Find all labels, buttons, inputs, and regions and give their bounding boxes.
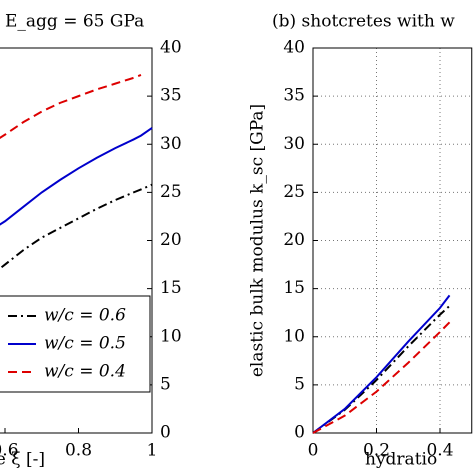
series-line (312, 294, 451, 434)
x-tick-label: 0.4 (426, 441, 453, 461)
chart-title: E_agg = 65 GPa (5, 12, 144, 32)
series-line (0, 183, 153, 270)
y-tick-label: 20 (283, 230, 305, 250)
y-tick-label: 5 (160, 374, 171, 394)
x-tick-label: 0 (308, 441, 319, 461)
y-tick-label: 10 (160, 326, 182, 346)
y-axis-label: elastic bulk modulus k_sc [GPa] (248, 104, 268, 377)
y-tick-label: 5 (294, 374, 305, 394)
y-tick-label: 30 (283, 134, 305, 154)
y-tick-label: 25 (283, 182, 305, 202)
chart-title: (b) shotcretes with w (272, 12, 455, 32)
y-tick-label: 35 (283, 86, 305, 106)
series-line (0, 127, 153, 226)
y-tick-label: 35 (160, 86, 182, 106)
y-tick-label: 15 (160, 278, 182, 298)
y-tick-label: 15 (283, 278, 305, 298)
legend-label: w/c = 0.6 (44, 306, 126, 326)
y-tick-label: 10 (283, 326, 305, 346)
y-tick-label: 20 (160, 230, 182, 250)
x-tick-label: 0.8 (65, 441, 92, 461)
x-axis-label: hydratio (365, 450, 437, 470)
y-tick-label: 30 (160, 134, 182, 154)
y-tick-label: 40 (283, 38, 305, 58)
x-tick-label: 1 (147, 441, 158, 461)
plot-frame (0, 47, 153, 434)
y-tick-label: 25 (160, 182, 182, 202)
x-axis-label: hydration degree ξ [-] (0, 450, 45, 470)
plot-frame (312, 47, 473, 434)
y-tick-label: 40 (160, 38, 182, 58)
x-tick-label: 0.2 (363, 441, 390, 461)
legend-label: w/c = 0.4 (44, 362, 126, 382)
series-line (312, 321, 451, 434)
y-tick-label: 0 (160, 423, 171, 443)
series-line (0, 74, 142, 139)
y-tick-label: 0 (294, 423, 305, 443)
x-tick-label: 0.6 (0, 441, 19, 461)
legend-label: w/c = 0.5 (44, 334, 126, 354)
